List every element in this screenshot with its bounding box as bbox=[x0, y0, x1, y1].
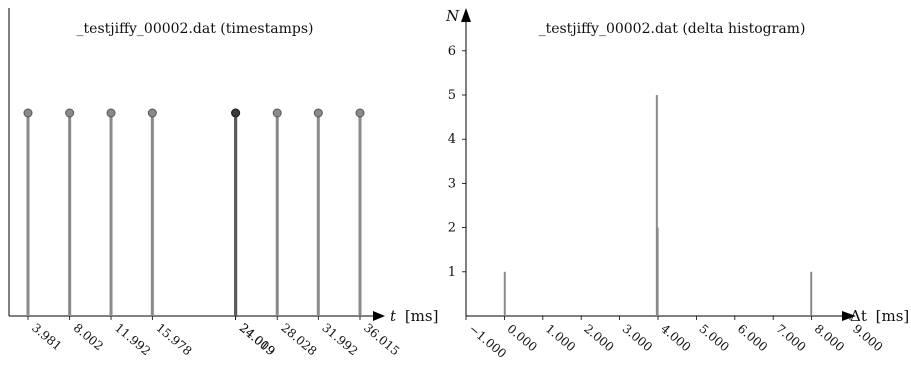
histogram-x-tick-label: 6.000 bbox=[735, 322, 770, 355]
timestamp-event bbox=[355, 108, 365, 316]
histogram-bar bbox=[655, 95, 658, 316]
histogram-x-tick-label: 2.000 bbox=[581, 322, 616, 355]
histogram-x-tick-label: −1.000 bbox=[466, 322, 509, 361]
histogram-x-tick-label: 9.000 bbox=[850, 322, 885, 355]
timestamp-marker bbox=[355, 108, 365, 118]
histogram-x-axis-label: Δt [ms] bbox=[850, 307, 909, 325]
timestamp-marker bbox=[23, 108, 33, 118]
timestamp-tick-label: 11.992 bbox=[112, 321, 153, 359]
timestamps-x-axis-unit: [ms] bbox=[405, 307, 439, 325]
histogram-y-axis-label: N bbox=[445, 7, 460, 25]
histogram-title: _testjiffy_00002.dat (delta histogram) bbox=[539, 21, 806, 37]
histogram-y-tick-label: 2 bbox=[448, 221, 456, 236]
timestamp-event bbox=[272, 108, 282, 316]
histogram-y-axis-arrow bbox=[461, 8, 471, 22]
timestamp-tick-label: 3.981 bbox=[29, 321, 64, 354]
timestamp-tick-label: 24.019 bbox=[237, 321, 278, 359]
timestamp-event bbox=[147, 108, 157, 316]
timestamp-tick-label: 36.015 bbox=[361, 321, 402, 359]
histogram-y-tick-label: 1 bbox=[448, 265, 456, 280]
histogram-y-tick-label: 5 bbox=[448, 88, 456, 103]
histogram-x-axis-var: Δt bbox=[850, 307, 867, 325]
timestamps-x-axis-var: t bbox=[390, 307, 397, 325]
timestamp-event bbox=[106, 108, 116, 316]
histogram-y-tick-label: 4 bbox=[448, 132, 456, 147]
histogram-x-tick-label: 1.000 bbox=[543, 322, 578, 355]
timestamp-marker bbox=[231, 108, 241, 118]
histogram-x-tick-label: 5.000 bbox=[696, 322, 731, 355]
histogram-bar bbox=[810, 271, 813, 316]
histogram-bar bbox=[656, 227, 659, 316]
histogram-x-tick-label: 3.000 bbox=[620, 322, 655, 355]
timestamp-event bbox=[313, 108, 323, 316]
histogram-x-tick-label: 0.000 bbox=[504, 322, 539, 355]
timestamps-title: _testjiffy_00002.dat (timestamps) bbox=[77, 21, 314, 37]
histogram-bar bbox=[503, 271, 506, 316]
histogram-y-tick-label: 3 bbox=[448, 176, 456, 191]
timestamp-tick-label: 31.992 bbox=[319, 321, 360, 359]
timestamp-event bbox=[231, 108, 241, 316]
timestamp-marker bbox=[106, 108, 116, 118]
timestamps-chart: _testjiffy_00002.dat (timestamps) 3.981 8… bbox=[8, 8, 438, 359]
histogram-y-tick-label: 6 bbox=[448, 44, 456, 59]
timestamp-tick-label: 15.978 bbox=[153, 321, 194, 359]
timestamp-tick-label: 28.028 bbox=[278, 321, 319, 359]
timestamp-marker bbox=[65, 108, 75, 118]
histogram-x-tick-label: 8.000 bbox=[812, 322, 847, 355]
histogram-x-tick-label: 7.000 bbox=[773, 322, 808, 355]
timestamp-event bbox=[65, 108, 75, 316]
timestamps-x-axis-label: t [ms] bbox=[390, 307, 438, 325]
histogram-chart: _testjiffy_00002.dat (delta histogram) N… bbox=[445, 7, 909, 361]
histogram-x-axis-arrow bbox=[842, 311, 856, 321]
timestamp-marker bbox=[147, 108, 157, 118]
timestamp-marker bbox=[313, 108, 323, 118]
histogram-x-tick-label: 4.000 bbox=[658, 322, 693, 355]
timestamp-marker bbox=[272, 108, 282, 118]
timestamp-event bbox=[23, 108, 33, 316]
timestamp-tick-label: 8.002 bbox=[71, 321, 106, 354]
histogram-x-axis-unit: [ms] bbox=[876, 307, 910, 325]
timestamps-x-axis-arrow bbox=[373, 311, 385, 321]
